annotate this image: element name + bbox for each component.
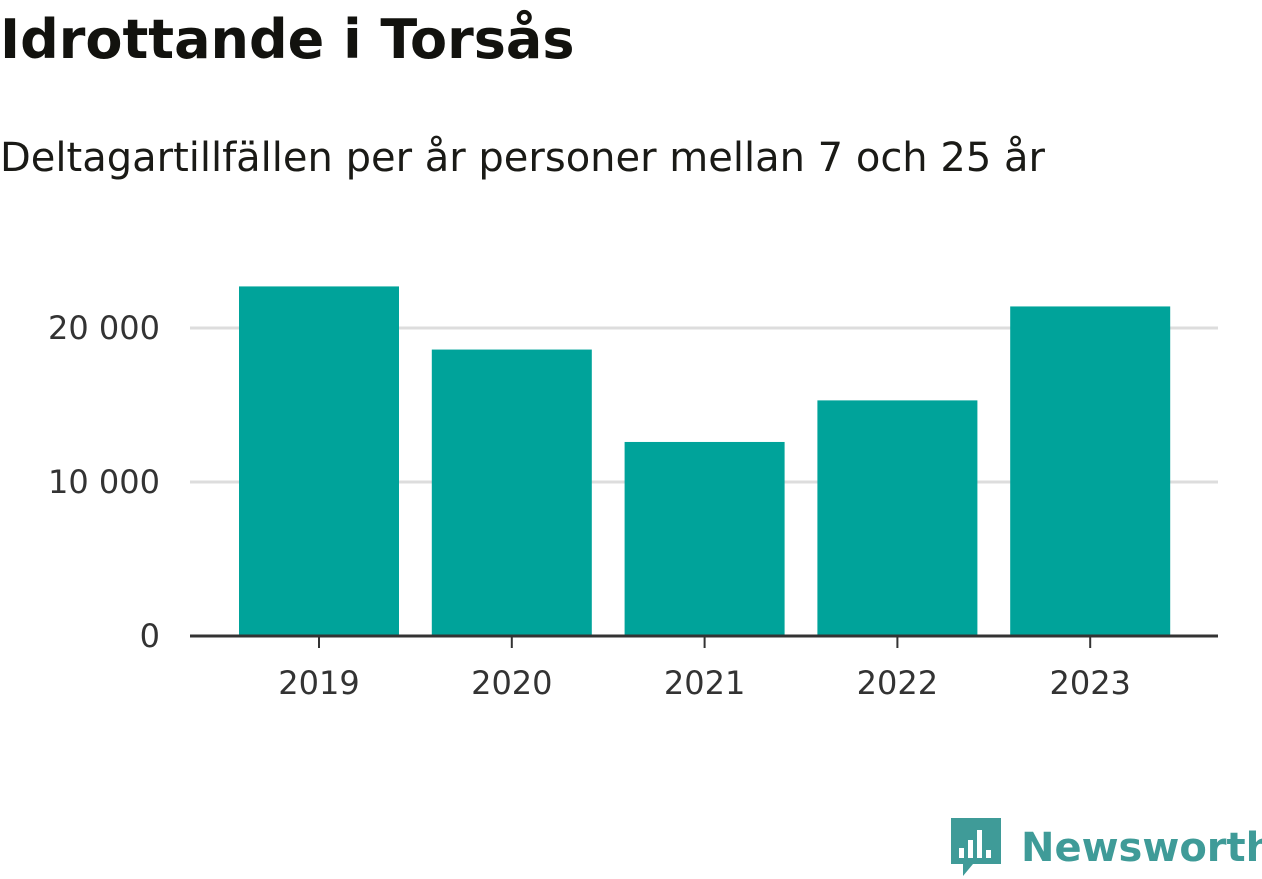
bar-2019 [239,286,399,636]
x-tick-label: 2019 [278,664,359,702]
x-tick-label: 2023 [1049,664,1130,702]
tick-labels: 0 10 000 20 000 2019 2020 2021 2022 2023 [48,309,1131,702]
x-tick-label: 2022 [857,664,938,702]
chart-subtitle: Deltagartillfällen per år personer mella… [0,135,1045,181]
brand-logo: Newsworthy [951,818,1262,878]
x-tick-label: 2021 [664,664,745,702]
chart-title: Idrottande i Torsås [0,8,575,71]
bar-chart-speech-bubble-icon [951,818,1001,876]
bar-2022 [817,400,978,636]
bar-2020 [431,349,592,636]
y-tick-label: 10 000 [48,463,160,501]
bars [239,286,1171,636]
axes [190,634,1218,648]
brand-name: Newsworthy [1021,825,1262,871]
y-tick-label: 20 000 [48,309,160,347]
y-tick-label: 0 [140,617,160,655]
bar-2021 [624,441,785,636]
x-tick-label: 2020 [471,664,552,702]
bar-2023 [1010,306,1171,636]
